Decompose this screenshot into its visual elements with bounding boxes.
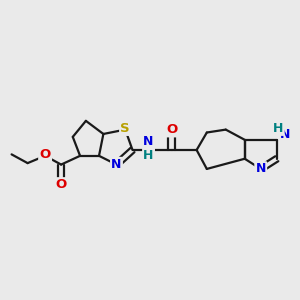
Text: H: H <box>273 122 284 135</box>
Text: S: S <box>120 122 130 135</box>
Text: N: N <box>280 128 291 141</box>
Text: N: N <box>256 162 266 176</box>
Text: O: O <box>56 178 67 191</box>
Text: H: H <box>143 149 154 162</box>
Text: N: N <box>111 158 122 171</box>
Text: O: O <box>40 148 51 161</box>
Text: N: N <box>143 135 154 148</box>
Text: O: O <box>166 123 178 136</box>
